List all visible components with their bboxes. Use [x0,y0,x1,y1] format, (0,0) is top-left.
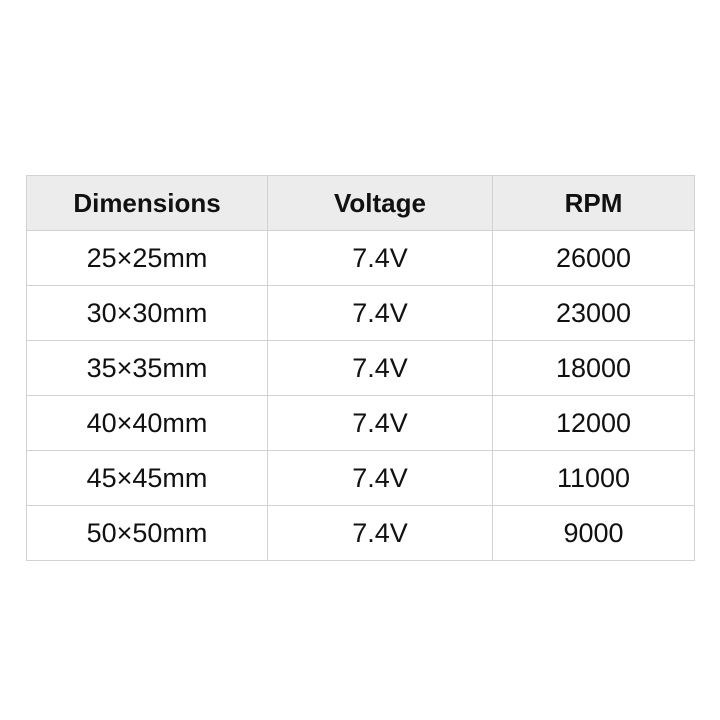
specs-table: Dimensions Voltage RPM 25×25mm 7.4V 2600… [26,175,695,561]
cell-dimensions: 50×50mm [26,505,268,561]
header-voltage: Voltage [267,175,493,231]
header-rpm: RPM [492,175,695,231]
table-row: 40×40mm 7.4V 12000 [26,395,695,451]
header-dimensions: Dimensions [26,175,268,231]
cell-rpm: 18000 [492,340,695,396]
cell-dimensions: 40×40mm [26,395,268,451]
cell-dimensions: 35×35mm [26,340,268,396]
table-row: 30×30mm 7.4V 23000 [26,285,695,341]
cell-rpm: 23000 [492,285,695,341]
cell-dimensions: 45×45mm [26,450,268,506]
cell-rpm: 11000 [492,450,695,506]
cell-rpm: 9000 [492,505,695,561]
cell-voltage: 7.4V [267,340,493,396]
table-row: 25×25mm 7.4V 26000 [26,230,695,286]
cell-voltage: 7.4V [267,450,493,506]
header-row: Dimensions Voltage RPM [26,175,695,231]
cell-dimensions: 30×30mm [26,285,268,341]
table-row: 50×50mm 7.4V 9000 [26,505,695,561]
cell-voltage: 7.4V [267,230,493,286]
table-row: 45×45mm 7.4V 11000 [26,450,695,506]
cell-voltage: 7.4V [267,285,493,341]
cell-dimensions: 25×25mm [26,230,268,286]
cell-rpm: 26000 [492,230,695,286]
cell-voltage: 7.4V [267,505,493,561]
table-row: 35×35mm 7.4V 18000 [26,340,695,396]
cell-rpm: 12000 [492,395,695,451]
cell-voltage: 7.4V [267,395,493,451]
